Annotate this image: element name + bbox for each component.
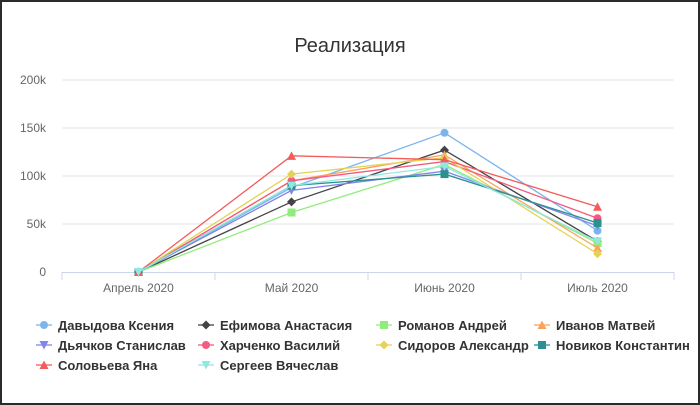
series-line <box>138 165 598 273</box>
legend-item[interactable]: Дьячков Станислав <box>36 338 198 353</box>
data-point[interactable] <box>440 145 449 155</box>
data-point[interactable] <box>440 128 449 137</box>
legend-label: Дьячков Станислав <box>58 337 186 353</box>
y-tick-label: 100k <box>20 169 47 183</box>
data-point[interactable] <box>593 249 602 259</box>
legend-item[interactable]: Ефимова Анастасия <box>198 318 376 333</box>
series-8 <box>134 151 602 276</box>
data-point[interactable] <box>440 155 449 164</box>
y-tick-label: 50k <box>27 217 47 231</box>
y-tick-label: 150k <box>20 121 47 135</box>
legend-marker[interactable] <box>380 321 388 329</box>
plot-area: 0 50k 100k 150k 200k Апрель 2020 Май 2020 Июнь … <box>20 73 675 295</box>
data-point[interactable] <box>593 226 602 235</box>
legend-marker[interactable] <box>40 321 48 329</box>
y-tick-label: 0 <box>39 265 46 279</box>
legend-marker[interactable] <box>202 341 210 349</box>
x-tick-label: Июль 2020 <box>567 281 628 295</box>
y-tick-label: 200k <box>20 73 47 87</box>
legend-symbol <box>198 361 214 370</box>
legend-item[interactable]: Харченко Василий <box>198 338 376 353</box>
legend-label: Романов Андрей <box>398 317 507 333</box>
legend-symbol <box>376 321 392 329</box>
legend-label: Давыдова Ксения <box>58 317 175 333</box>
legend-label: Сергеев Вячеслав <box>220 357 339 373</box>
legend-label: Харченко Василий <box>220 337 341 353</box>
legend-marker[interactable] <box>201 361 211 370</box>
series-line <box>138 160 598 273</box>
data-point[interactable] <box>593 243 602 253</box>
data-point[interactable] <box>287 181 296 191</box>
legend: Давыдова Ксения Ефимова Анастасия Романов … <box>36 315 690 375</box>
legend-item[interactable]: Сидоров Александр <box>376 338 534 353</box>
legend-label: Соловьева Яна <box>58 357 158 373</box>
legend-label: Новиков Константин <box>556 337 690 353</box>
x-tick-label: Май 2020 <box>265 281 319 295</box>
legend-marker[interactable] <box>379 340 389 350</box>
data-point[interactable] <box>134 268 143 277</box>
legend-marker[interactable] <box>39 341 49 350</box>
legend-symbol <box>376 340 392 350</box>
series-line <box>138 155 598 273</box>
legend-item[interactable]: Иванов Матвей <box>534 318 674 333</box>
legend-row: Соловьева Яна Сергеев Вячеслав <box>36 355 676 375</box>
x-tick-label: Июнь 2020 <box>414 281 475 295</box>
data-point[interactable] <box>287 169 296 179</box>
legend-label: Иванов Матвей <box>556 317 656 333</box>
legend-item[interactable]: Романов Андрей <box>376 318 534 333</box>
data-point[interactable] <box>287 197 296 207</box>
legend-label: Ефимова Анастасия <box>220 317 353 333</box>
legend-marker[interactable] <box>537 320 547 330</box>
legend-symbol <box>198 341 214 349</box>
legend-marker[interactable] <box>538 341 546 349</box>
series-1 <box>134 145 602 277</box>
series-line <box>138 154 598 273</box>
legend-row: Дьячков Станислав Харченко Василий Сидоров… <box>36 335 690 355</box>
data-point[interactable] <box>287 208 296 217</box>
legend-label: Сидоров Александр <box>398 337 529 353</box>
legend-item[interactable]: Новиков Константин <box>534 338 690 353</box>
data-point[interactable] <box>440 170 449 179</box>
data-point[interactable] <box>440 162 449 171</box>
legend-marker[interactable] <box>201 320 211 330</box>
legend-symbol <box>36 360 52 370</box>
data-point[interactable] <box>593 202 602 211</box>
x-tick-label: Апрель 2020 <box>103 281 174 295</box>
data-point[interactable] <box>287 151 296 160</box>
legend-symbol <box>198 320 214 330</box>
legend-symbol <box>534 320 550 330</box>
legend-row: Давыдова Ксения Ефимова Анастасия Романов … <box>36 315 676 335</box>
series-line <box>138 132 598 273</box>
legend-item[interactable]: Соловьева Яна <box>36 358 198 373</box>
data-point[interactable] <box>593 219 602 228</box>
series-line <box>138 157 598 273</box>
legend-symbol <box>36 321 52 329</box>
series-9 <box>134 162 602 277</box>
legend-item[interactable]: Сергеев Вячеслав <box>198 358 376 373</box>
chart-title: Реализация <box>294 35 406 57</box>
legend-symbol <box>534 341 550 349</box>
legend-item[interactable]: Давыдова Ксения <box>36 318 198 333</box>
legend-marker[interactable] <box>39 360 49 370</box>
series-2 <box>134 160 602 276</box>
data-point[interactable] <box>593 237 602 246</box>
legend-symbol <box>36 341 52 350</box>
